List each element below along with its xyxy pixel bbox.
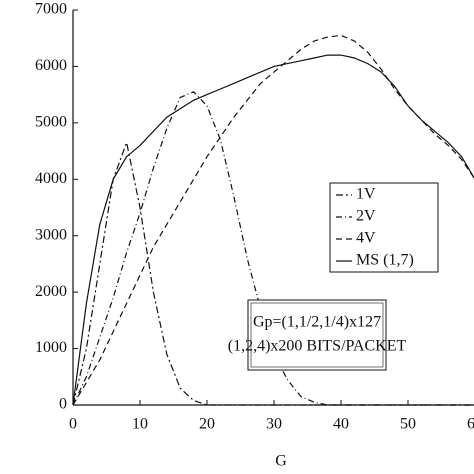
annotation-box (247, 299, 387, 371)
y-tick-label: 7000 (35, 1, 67, 18)
legend-box (329, 182, 439, 273)
y-tick-label: 6000 (35, 57, 67, 74)
x-axis-label: G (275, 453, 287, 470)
annotation: Gp=(1,1/2,1/4)x127 (253, 314, 381, 331)
y-tick-label: 2000 (35, 283, 67, 300)
x-tick-label: 60 (467, 416, 474, 433)
y-tick-label: 0 (59, 396, 67, 413)
x-tick-label: 40 (333, 416, 349, 433)
y-tick-label: 1000 (35, 339, 67, 356)
x-tick-label: 50 (400, 416, 416, 433)
y-tick-label: 4000 (35, 170, 67, 187)
legend-label: 4V (356, 230, 376, 247)
legend-label: 1V (356, 186, 376, 203)
y-tick-label: 5000 (35, 114, 67, 131)
x-tick-label: 30 (266, 416, 282, 433)
x-tick-label: 10 (132, 416, 148, 433)
legend-label: 2V (356, 208, 376, 225)
x-tick-label: 20 (199, 416, 215, 433)
annotation-box-inner (250, 302, 384, 368)
series-line (72, 34, 474, 406)
series-line (72, 54, 474, 406)
legend-label: MS (1,7) (356, 252, 414, 269)
y-tick-label: 3000 (35, 226, 67, 243)
series-line (72, 91, 474, 406)
x-tick-label: 0 (69, 416, 77, 433)
annotation: (1,2,4)x200 BITS/PACKET (228, 338, 407, 355)
